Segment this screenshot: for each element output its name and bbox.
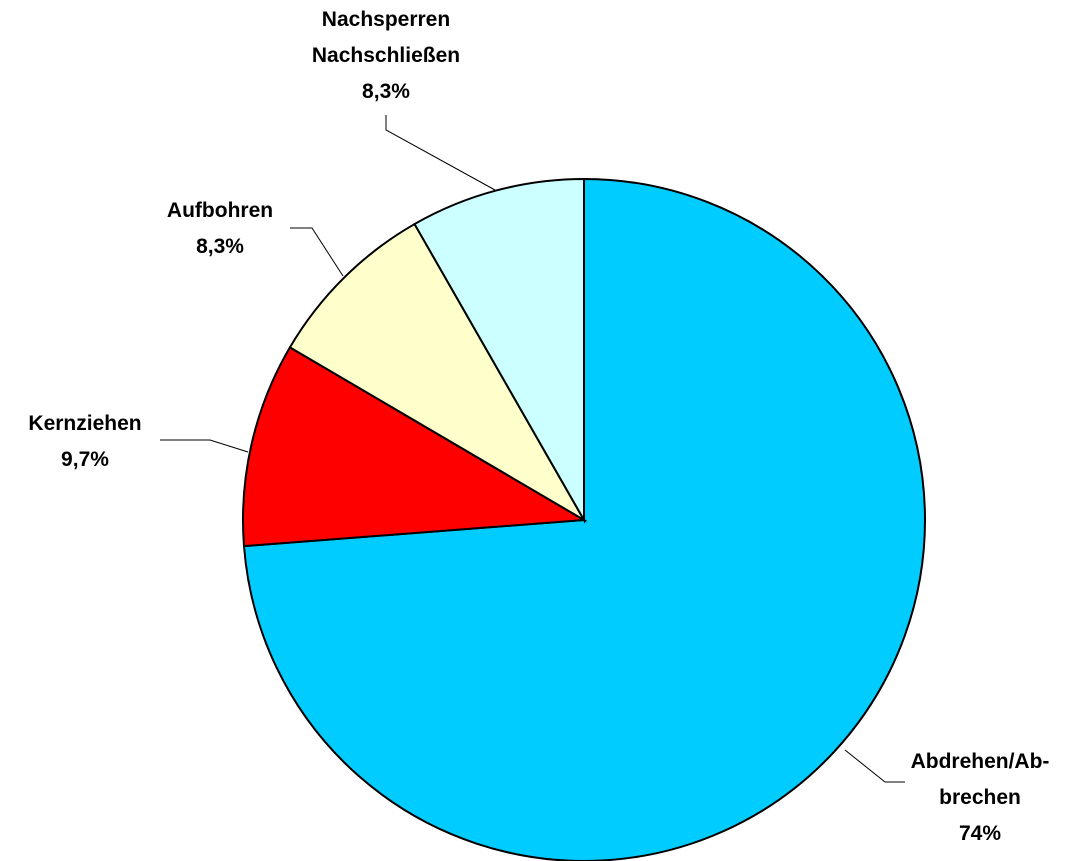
category-label: Aufbohren [166,199,274,222]
pie-slice [413,177,585,524]
value-label: 74% [958,822,1002,845]
slice-label: Nachsperren Nachschließen 8,3% [312,2,460,110]
leader-line [160,439,249,453]
leader-line [385,115,496,191]
category-label: Nachsperren Nachschließen [311,8,461,67]
value-label: 8,3% [196,235,244,258]
slice-label: Aufbohren 8,3% [167,193,273,265]
leader-line [290,227,344,277]
category-label: Abdrehen/Ab- brechen [910,750,1050,809]
pie-slice [288,222,587,523]
slice-label: Kernziehen 9,7% [28,406,141,478]
leader-line [844,749,905,783]
value-label: 8,3% [362,80,410,103]
slice-label: Abdrehen/Ab- brechen 74% [911,744,1050,852]
category-label: Kernziehen [28,412,142,435]
pie-slice [242,345,588,548]
value-label: 9,7% [61,448,109,471]
